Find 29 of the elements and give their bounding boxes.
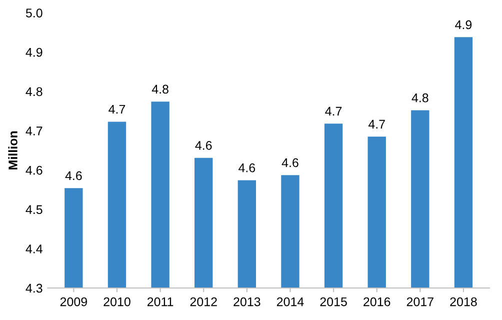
data-label: 4.8 [412,93,428,102]
y-tick-label: 4.8 [26,87,42,96]
data-label: 4.7 [325,106,342,116]
x-tick-label: 2015 [320,297,347,306]
x-tick-label: 2013 [234,297,260,306]
x-tick-label: 2009 [60,297,87,306]
y-tick-label: 4.4 [26,244,42,254]
x-tick-label: 2017 [406,297,434,306]
data-label: 4.7 [108,104,126,114]
y-tick-label: 4.6 [26,166,42,175]
x-tick-label: 2012 [190,297,217,306]
y-tick-label: 5.0 [26,8,42,18]
data-label: 4.7 [368,120,385,128]
data-label: 4.6 [65,171,82,180]
x-tick-label: 2011 [147,297,174,306]
data-label: 4.6 [238,163,256,172]
data-label: 4.9 [455,20,472,30]
x-tick-label: 2014 [276,297,304,306]
data-label: 4.8 [152,84,168,94]
data-label: 4.6 [195,140,212,150]
y-tick-label: 4.3 [26,284,42,293]
x-tick-label: 2016 [364,297,390,306]
data-label: 4.6 [282,158,298,168]
x-tick-label: 2010 [104,297,130,306]
y-axis-title: Million [8,131,18,170]
y-tick-label: 4.5 [26,205,42,214]
y-tick-label: 4.7 [26,126,42,136]
x-tick-label: 2018 [450,297,477,306]
y-tick-label: 4.9 [26,48,42,57]
